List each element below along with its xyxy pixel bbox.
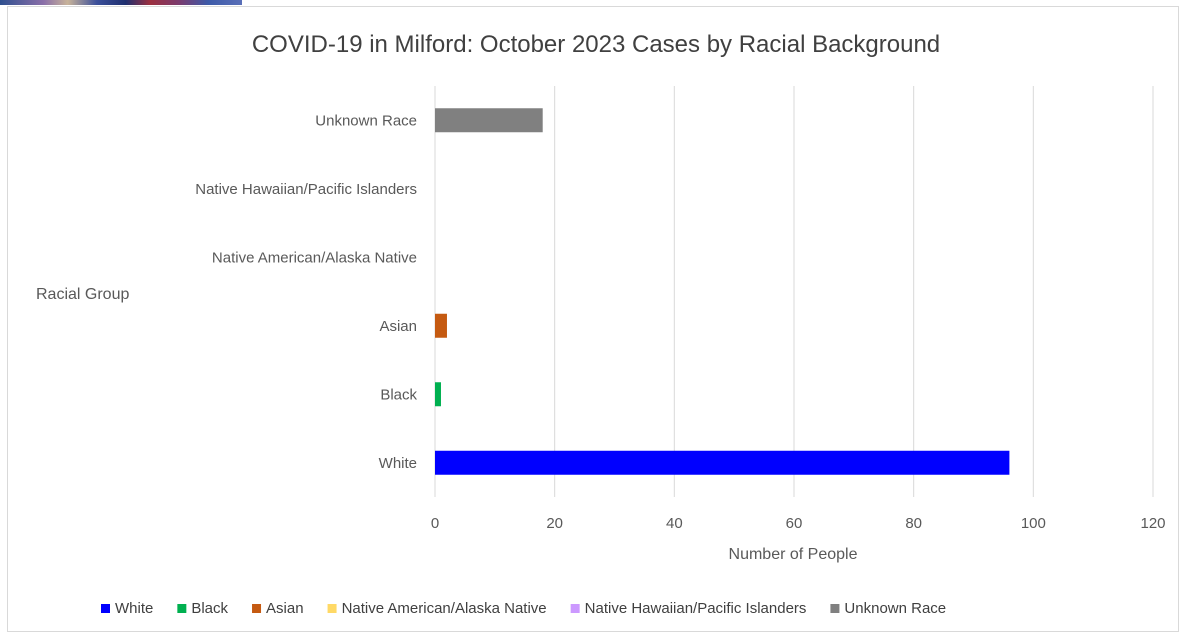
legend-swatch [571, 604, 580, 613]
x-tick-label: 0 [431, 515, 439, 532]
legend-label: Black [191, 600, 228, 617]
x-tick-label: 120 [1140, 515, 1165, 532]
x-tick-label: 60 [786, 515, 803, 532]
legend-label: Native American/Alaska Native [342, 600, 547, 617]
legend-swatch [830, 604, 839, 613]
legend-label: Unknown Race [844, 600, 946, 617]
y-axis-title: Racial Group [36, 286, 129, 303]
category-label: Native American/Alaska Native [212, 249, 417, 266]
category-label: White [379, 455, 417, 472]
legend-swatch [101, 604, 110, 613]
bar [435, 451, 1009, 475]
legend-swatch [252, 604, 261, 613]
x-tick-label: 80 [905, 515, 922, 532]
legend-swatch [328, 604, 337, 613]
bar [435, 382, 441, 406]
legend-label: White [115, 600, 153, 617]
legend-swatch [177, 604, 186, 613]
bar [435, 314, 447, 338]
legend-label: Asian [266, 600, 304, 617]
category-label: Unknown Race [315, 112, 417, 129]
category-label: Asian [379, 318, 417, 335]
category-label: Native Hawaiian/Pacific Islanders [195, 181, 417, 198]
x-tick-label: 20 [546, 515, 563, 532]
legend-label: Native Hawaiian/Pacific Islanders [585, 600, 807, 617]
x-tick-label: 40 [666, 515, 683, 532]
x-tick-label: 100 [1021, 515, 1046, 532]
category-label: Black [380, 386, 417, 403]
chart-title: COVID-19 in Milford: October 2023 Cases … [252, 31, 940, 58]
x-axis-title: Number of People [729, 546, 858, 563]
bar [435, 108, 543, 132]
